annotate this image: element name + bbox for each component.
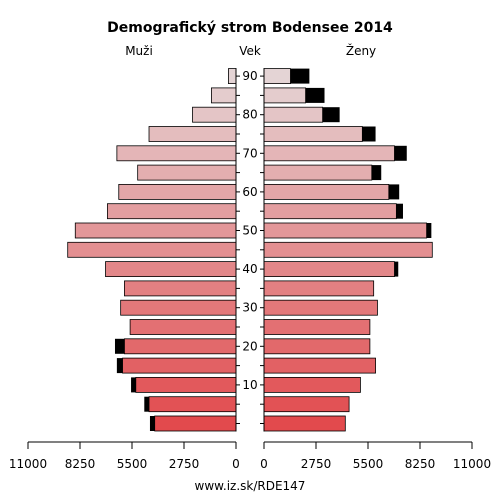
female-bar-55-59	[263, 203, 397, 220]
male-bars	[67, 68, 237, 432]
female-bar-90+	[263, 68, 291, 84]
male-bar-85-89	[211, 87, 237, 104]
male-bar-0-4	[154, 415, 237, 432]
female-excess-50-54	[426, 223, 432, 238]
female-bar-15-19	[263, 357, 376, 374]
female-bars	[263, 68, 433, 432]
age-tick-label: 80	[242, 108, 257, 122]
age-tick-label: 10	[242, 378, 257, 392]
x-tick-label-left: 2750	[169, 457, 200, 471]
x-tick-label-right: 8250	[405, 457, 436, 471]
female-bar-30-34	[263, 299, 378, 316]
x-tick-label-left: 0	[232, 457, 240, 471]
x-tick-label-left: 11000	[9, 457, 47, 471]
x-axis: 11000 8250 5500 2750 0 0 2750 5500 8250 11000	[9, 441, 491, 471]
x-tick-label-left: 5500	[117, 457, 148, 471]
age-tick-label: 60	[242, 185, 257, 199]
female-bar-85-89	[263, 87, 306, 104]
female-bar-10-14	[263, 376, 361, 393]
age-tick-label: 20	[242, 339, 257, 353]
female-bar-50-54	[263, 222, 428, 239]
male-bar-50-54	[74, 222, 237, 239]
male-label: Muži	[125, 44, 153, 58]
footer-url: www.iz.sk/RDE147	[195, 479, 306, 493]
female-excess-70-74	[394, 145, 407, 161]
female-bar-0-4	[263, 415, 346, 432]
age-tick-label: 30	[242, 301, 257, 315]
female-excess-75-79	[362, 126, 376, 142]
female-excess-55-59	[396, 203, 403, 219]
x-tick-label-left: 8250	[65, 457, 96, 471]
female-excess-40-44	[394, 261, 399, 277]
male-bar-5-9	[148, 396, 237, 413]
female-bar-35-39	[263, 280, 375, 297]
x-tick-label-right: 2750	[301, 457, 332, 471]
male-bar-60-64	[118, 183, 237, 200]
male-bar-30-34	[120, 299, 237, 316]
age-tick-label: 40	[242, 262, 257, 276]
male-bar-75-79	[148, 126, 237, 142]
male-bar-20-24	[124, 338, 237, 355]
male-bar-45-49	[67, 241, 237, 258]
male-bar-90+	[228, 68, 237, 84]
female-bar-5-9	[263, 396, 350, 413]
female-excess-90+	[290, 68, 310, 84]
age-axis-label: Vek	[239, 44, 261, 58]
female-bar-25-29	[263, 319, 371, 335]
age-axis: 10 20 30 40 50 60 70 80 90	[235, 68, 265, 432]
male-excess-10-14	[131, 377, 136, 393]
female-bar-60-64	[263, 183, 390, 200]
female-bar-80-84	[263, 106, 324, 123]
age-tick-label: 50	[242, 224, 257, 238]
female-label: Ženy	[346, 43, 376, 58]
female-bar-20-24	[263, 338, 371, 355]
male-bar-10-14	[135, 376, 237, 393]
x-tick-label-right: 0	[260, 457, 268, 471]
female-excess-65-69	[371, 165, 382, 181]
x-tick-label-right: 5500	[353, 457, 384, 471]
female-excess-80-84	[322, 107, 340, 123]
male-bar-25-29	[129, 319, 237, 335]
female-bar-45-49	[263, 241, 433, 258]
male-excess-0-4	[149, 416, 155, 431]
male-bar-40-44	[105, 261, 237, 278]
male-excess-20-24	[114, 338, 125, 354]
male-bar-35-39	[124, 280, 237, 297]
male-excess-5-9	[144, 396, 150, 412]
female-bar-75-79	[263, 126, 363, 142]
male-bar-65-69	[137, 164, 237, 181]
age-tick-label: 90	[242, 69, 257, 83]
female-excess-60-64	[388, 184, 400, 200]
female-bar-70-74	[263, 145, 395, 162]
male-bar-15-19	[122, 357, 237, 374]
male-bar-70-74	[116, 145, 237, 162]
male-excess-15-19	[116, 358, 123, 374]
female-bar-40-44	[263, 261, 395, 278]
chart-title: Demografický strom Bodensee 2014	[107, 20, 393, 36]
male-bar-55-59	[107, 203, 237, 220]
female-bar-65-69	[263, 164, 373, 181]
male-bar-80-84	[192, 106, 237, 123]
age-tick-label: 70	[242, 146, 257, 160]
x-tick-label-right: 11000	[453, 457, 491, 471]
female-excess-85-89	[305, 87, 325, 103]
